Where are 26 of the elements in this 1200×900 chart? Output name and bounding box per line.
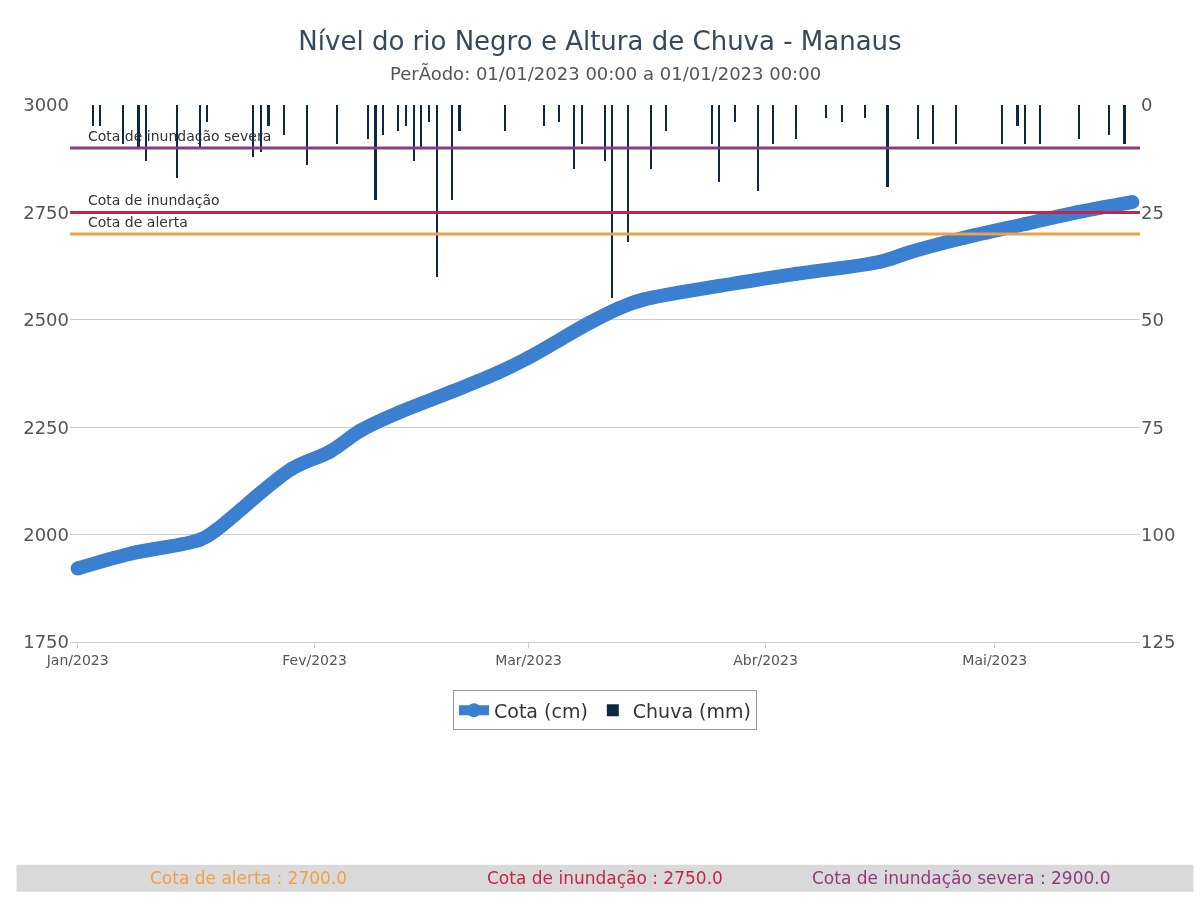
legend-label: Chuva (mm) — [632, 699, 751, 722]
y-tick-label: 2250 — [23, 416, 69, 438]
y-tick-label: 3000 — [23, 94, 69, 116]
chart-subtitle: PerÃodo: 01/01/2023 00:00 a 01/01/2023 00:00 — [390, 63, 822, 84]
y2-tick-label: 0 — [1141, 94, 1153, 116]
x-tick-label: Fev/2023 — [282, 651, 347, 668]
x-tick-label: Mar/2023 — [495, 651, 562, 668]
y2-tick-label: 125 — [1141, 631, 1176, 653]
y2-tick-label: 100 — [1141, 523, 1176, 545]
text: Cota de alerta : 2700.0 — [150, 868, 348, 888]
y2-tick-label: 75 — [1141, 416, 1164, 438]
x-tick-label: Mai/2023 — [962, 651, 1028, 668]
y2-tick-label: 50 — [1141, 309, 1164, 331]
y-tick-label: 2500 — [23, 309, 69, 331]
legend-label: Cota (cm) — [494, 699, 588, 722]
ref-line-label: Cota de alerta — [88, 214, 188, 230]
y2-tick-label: 25 — [1141, 201, 1164, 223]
x-tick-label: Abr/2023 — [733, 651, 798, 668]
text: Cota de inundação : 2750.0 — [487, 868, 723, 888]
ref-line-label: Cota de inundação — [88, 192, 220, 208]
y-tick-label: 2750 — [23, 201, 69, 223]
text: Cota de inundação severa : 2900.0 — [812, 868, 1111, 888]
x-tick-label: Jan/2023 — [45, 651, 109, 668]
chart-title: Nível do rio Negro e Altura de Chuva - Manaus — [298, 25, 902, 56]
y-tick-label: 1750 — [23, 631, 69, 653]
y-tick-label: 2000 — [23, 523, 69, 545]
